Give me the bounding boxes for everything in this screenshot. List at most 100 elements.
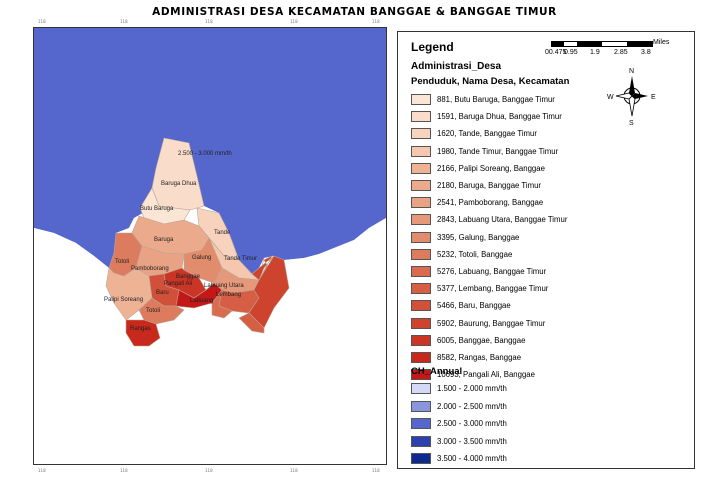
legend-swatch <box>411 231 431 243</box>
legend-item-label: 6005, Banggae, Banggae <box>437 335 526 345</box>
legend-swatch <box>411 162 431 174</box>
legend-swatch <box>411 369 431 381</box>
legend-swatch <box>411 94 431 106</box>
scale-label: 0.95 <box>564 49 578 56</box>
legend-item: 1620, Tande, Banggae Timur <box>411 125 567 142</box>
legend-item-label: 5466, Baru, Banggae <box>437 301 511 311</box>
label-tande: Tande <box>214 230 231 236</box>
west-label: W <box>607 94 614 101</box>
map-frame[interactable]: 2.500 - 3.000 mm/th Baruga Dhua Butu Bar… <box>33 27 387 465</box>
legend-item-label: 1591, Baruga Dhua, Banggae Timur <box>437 112 562 122</box>
ch-legend-swatch <box>411 383 431 395</box>
legend-item: 3395, Galung, Banggae <box>411 229 567 246</box>
ch-legend-label: 3.500 - 4.000 mm/th <box>437 454 507 464</box>
ch-legend-swatch <box>411 418 431 430</box>
legend-item-label: 881, Butu Baruga, Banggae Timur <box>437 95 555 105</box>
village-rangas <box>125 319 161 347</box>
tick-label: 118 <box>290 468 298 473</box>
tick-label: 118 <box>205 19 213 24</box>
ch-legend-swatch <box>411 435 431 447</box>
label-labuang-utara: Labuang Utara <box>204 283 244 289</box>
scale-segment <box>577 42 602 46</box>
legend-swatch <box>411 317 431 329</box>
tick-label: 118 <box>290 19 298 24</box>
ch-legend-item: 1.500 - 2.000 mm/th <box>411 380 507 398</box>
legend-swatch <box>411 248 431 260</box>
legend-item: 5377, Lembang, Banggae Timur <box>411 280 567 297</box>
tick-label: 118 <box>372 19 380 24</box>
legend-swatch <box>411 300 431 312</box>
ch-legend-label: 3.000 - 3.500 mm/th <box>437 436 507 446</box>
layer-name: Administrasi_Desa <box>411 61 502 72</box>
map-title: ADMINISTRASI DESA KECAMATAN BANGGAE & BA… <box>152 6 557 18</box>
tick-label: 118 <box>120 468 128 473</box>
legend-item-label: 1620, Tande, Banggae Timur <box>437 129 537 139</box>
ch-legend-label: 2.000 - 2.500 mm/th <box>437 401 507 411</box>
rainfall-legend-list: 1.500 - 2.000 mm/th 2.000 - 2.500 mm/th … <box>411 380 507 468</box>
scale-bar-box <box>551 41 653 47</box>
legend-item-label: 5276, Labuang, Banggae Timur <box>437 266 547 276</box>
legend-swatch <box>411 128 431 140</box>
ch-legend-item: 2.000 - 2.500 mm/th <box>411 398 507 416</box>
label-palipi-soreang: Palipi Soreang <box>104 297 143 303</box>
legend-item: 5276, Labuang, Banggae Timur <box>411 263 567 280</box>
village-baurung <box>251 255 275 281</box>
legend-item: 10693, Pangali Ali, Banggae <box>411 366 567 383</box>
legend-item-label: 5377, Lembang, Banggae Timur <box>437 284 549 294</box>
north-arrow-icon: N S W E <box>607 65 657 127</box>
scale-label: 1.9 <box>590 49 600 56</box>
label-pamboborang: Pamboborang <box>131 266 169 272</box>
tick-label: 118 <box>38 468 46 473</box>
scale-segment <box>552 42 564 46</box>
legend-item: 5466, Baru, Banggae <box>411 297 567 314</box>
legend-item-label: 1980, Tande Timur, Banggae Timur <box>437 146 559 156</box>
legend-item-label: 10693, Pangali Ali, Banggae <box>437 370 535 380</box>
legend-title: Legend <box>411 40 454 54</box>
legend-item-label: 2166, Palipi Soreang, Banggae <box>437 163 545 173</box>
legend-swatch <box>411 265 431 277</box>
tick-label: 118 <box>38 19 46 24</box>
scale-bar: Miles 00.475 0.95 1.9 2.85 3.8 <box>545 39 669 61</box>
scale-unit: Miles <box>653 39 670 46</box>
label-rangas: Rangas <box>130 326 151 332</box>
label-labuang: Labuang <box>190 298 213 304</box>
legend-item: 1980, Tande Timur, Banggae Timur <box>411 143 567 160</box>
legend-swatch <box>411 351 431 363</box>
label-lembang: Lembang <box>216 292 241 298</box>
label-tande-timur: Tande Timur <box>224 256 257 262</box>
north-label: N <box>629 68 634 75</box>
legend-item: 2166, Palipi Soreang, Banggae <box>411 160 567 177</box>
ch-legend-item: 3.000 - 3.500 mm/th <box>411 433 507 451</box>
legend-panel: Legend Miles 00.475 0.95 1.9 2.85 3.8 N … <box>397 31 695 469</box>
legend-swatch <box>411 111 431 123</box>
legend-item: 2180, Baruga, Banggae Timur <box>411 177 567 194</box>
legend-swatch <box>411 197 431 209</box>
scale-label: 3.8 <box>641 49 651 56</box>
legend-item-label: 3395, Galung, Banggae <box>437 232 520 242</box>
legend-item: 881, Butu Baruga, Banggae Timur <box>411 91 567 108</box>
tick-label: 118 <box>372 468 380 473</box>
south-label: S <box>629 120 634 127</box>
ch-annual-title: CH_Annual <box>411 366 463 377</box>
east-label: E <box>651 94 656 101</box>
rainfall-annotation: 2.500 - 3.000 mm/th <box>178 151 232 157</box>
map-canvas[interactable]: 2.500 - 3.000 mm/th Baruga Dhua Butu Bar… <box>34 28 386 464</box>
tick-label: 118 <box>205 468 213 473</box>
legend-item: 5232, Totoli, Banggae <box>411 246 567 263</box>
village-east-tip <box>238 312 265 334</box>
village-baurung-east <box>248 255 290 329</box>
ch-legend-swatch <box>411 453 431 465</box>
label-baruga-dhua: Baruga Dhua <box>161 181 197 187</box>
rainfall-zone <box>34 28 386 274</box>
label-pangali-ali: Pangali Ali <box>164 281 192 287</box>
legend-item: 2541, Pamboborang, Banggae <box>411 194 567 211</box>
label-baruga: Baruga <box>154 237 174 243</box>
label-banggae: Banggae <box>176 274 201 280</box>
label-butu-baruga: Butu Baruga <box>140 206 174 212</box>
ch-legend-item: 2.500 - 3.000 mm/th <box>411 415 507 433</box>
tick-label: 118 <box>120 19 128 24</box>
ch-legend-label: 1.500 - 2.000 mm/th <box>437 384 507 394</box>
label-galung: Galung <box>192 255 211 261</box>
ch-legend-label: 2.500 - 3.000 mm/th <box>437 419 507 429</box>
ch-legend-swatch <box>411 400 431 412</box>
